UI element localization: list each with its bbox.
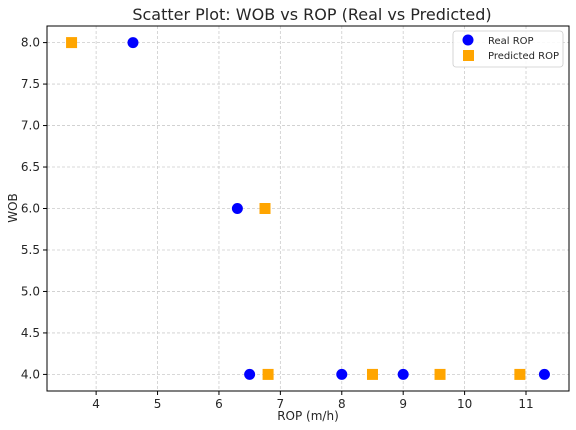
y-tick-label-1: 4.5: [21, 326, 40, 340]
real-rop-point-3: [336, 368, 348, 380]
predicted-rop-point-3: [366, 368, 378, 380]
x-tick-label-1: 5: [154, 397, 162, 411]
axis-ticks: 4 5 6 7 8 9 10 11 4.0 4.5 5.0 5.5 6.0 6.5 7.0 7.5 8.0: [21, 36, 534, 411]
real-rop-point-0: [127, 37, 139, 49]
y-tick-label-0: 4.0: [21, 367, 40, 381]
legend-frame: [452, 30, 564, 68]
real-rop-point-5: [538, 368, 550, 380]
grid-lines: [47, 26, 569, 391]
legend-marker-predicted-rop: [463, 50, 474, 61]
x-tick-label-3: 7: [277, 397, 285, 411]
predicted-rop-point-1: [259, 203, 271, 214]
predicted-rop-point-5: [514, 368, 526, 380]
y-tick-label-4: 6.0: [21, 202, 40, 216]
y-tick-label-6: 7.0: [21, 119, 40, 133]
x-tick-label-5: 9: [399, 397, 407, 411]
legend-label-real-rop: Real ROP: [488, 36, 534, 47]
predicted-rop-point-0: [66, 37, 78, 49]
y-tick-label-7: 7.5: [21, 77, 40, 91]
chart-title: Scatter Plot: WOB vs ROP (Real vs Predic…: [132, 5, 491, 24]
predicted-rop-point-4: [434, 368, 446, 380]
x-tick-label-4: 8: [338, 397, 346, 411]
x-tick-label-6: 10: [457, 397, 472, 411]
x-tick-label-0: 4: [92, 397, 100, 411]
real-rop-point-2: [244, 368, 256, 380]
y-tick-label-8: 8.0: [21, 36, 40, 50]
predicted-rop-point-2: [262, 368, 274, 380]
real-rop-point-1: [231, 203, 243, 214]
legend-marker-real-rop: [462, 34, 474, 46]
data-points: [66, 37, 550, 380]
y-tick-label-5: 6.5: [21, 160, 40, 174]
y-tick-label-3: 5.5: [21, 243, 40, 257]
x-axis-label: ROP (m/h): [277, 409, 339, 423]
y-tick-label-2: 5.0: [21, 284, 40, 298]
real-rop-point-4: [397, 368, 409, 380]
x-tick-label-2: 6: [215, 397, 223, 411]
legend-label-predicted-rop: Predicted ROP: [488, 51, 559, 62]
legend: Real ROP Predicted ROP: [452, 30, 564, 68]
x-tick-label-7: 11: [518, 397, 533, 411]
y-axis-label: WOB: [6, 193, 20, 223]
